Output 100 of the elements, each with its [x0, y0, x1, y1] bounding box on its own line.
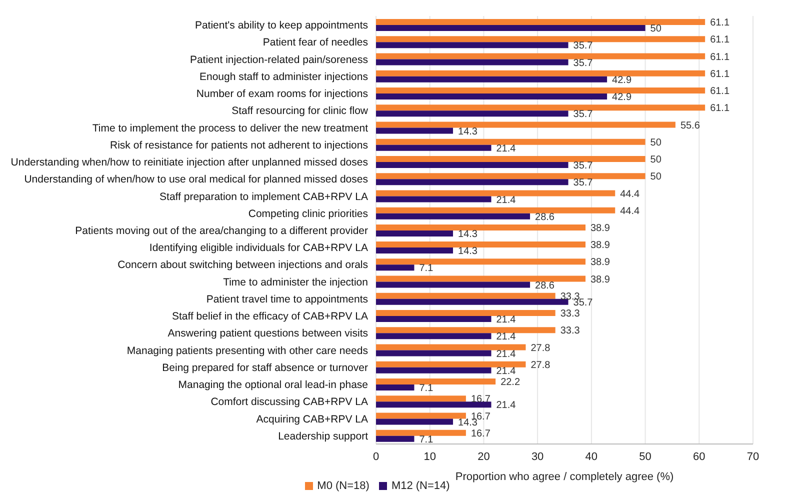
data-label: 61.1: [710, 68, 730, 80]
x-tick-label: 60: [693, 450, 706, 463]
x-tick-label: 30: [531, 450, 544, 463]
bar: [376, 367, 492, 374]
data-label: 27.8: [530, 360, 551, 371]
data-label: 35.7: [573, 58, 594, 69]
bar: [376, 402, 492, 408]
bar: [376, 53, 706, 60]
bar: [376, 76, 608, 82]
bar: [376, 179, 568, 186]
data-label: 21.4: [496, 194, 516, 206]
bar: [376, 70, 706, 76]
y-tick-label: Answering patient questions between visits: [168, 328, 368, 340]
y-tick-label: Patient travel time to appointments: [206, 293, 368, 306]
data-label: 21.4: [496, 348, 516, 360]
data-label: 61.1: [710, 86, 730, 98]
bar: [376, 248, 454, 254]
bar: [376, 384, 414, 391]
y-tick-label: Comfort discussing CAB+RPV LA: [210, 396, 368, 408]
bar: [376, 156, 646, 162]
bar: [376, 19, 706, 25]
data-label: 22.2: [500, 377, 520, 388]
y-tick-label: Patients moving out of the area/changing to a different provider: [75, 225, 368, 237]
bar: [376, 298, 568, 305]
bar: [376, 258, 586, 265]
bar: [376, 93, 608, 100]
bar: [376, 42, 568, 48]
data-label: 28.6: [535, 212, 555, 223]
bar: [376, 350, 492, 356]
y-tick-label: Risk of resistance for patients not adherent to injections: [110, 139, 368, 152]
bar: [376, 128, 454, 134]
bar: [376, 412, 466, 419]
data-label: 61.1: [710, 18, 730, 29]
bar: [376, 144, 492, 151]
data-label: 7.1: [419, 434, 434, 446]
bar: [376, 224, 586, 230]
data-label: 61.1: [710, 103, 730, 114]
data-label: 50: [650, 24, 662, 35]
data-label: 21.4: [496, 143, 516, 154]
bar: [376, 316, 492, 322]
data-label: 50: [650, 172, 662, 183]
data-label: 44.4: [620, 206, 640, 217]
data-label: 21.4: [496, 332, 516, 343]
data-label: 21.4: [496, 366, 516, 377]
x-tick-label: 10: [424, 450, 436, 463]
y-tick-label: Staff belief in the efficacy of CAB+RPV LA: [172, 310, 368, 323]
data-label: 21.4: [496, 400, 516, 412]
data-label: 50: [650, 137, 662, 148]
x-tick-label: 40: [585, 450, 598, 463]
bar: [376, 230, 454, 236]
y-tick-label: Identifying eligible individuals for CAB+RPV LA: [149, 242, 368, 254]
y-tick-label: Understanding when/how to reinitiate injection after unplanned missed doses: [10, 156, 368, 169]
bar: [376, 173, 646, 180]
y-tick-label: Patient injection-related pain/soreness: [190, 54, 368, 66]
data-label: 28.6: [535, 280, 555, 292]
bar: [376, 104, 706, 111]
data-label: 38.9: [590, 222, 610, 234]
data-label: 21.4: [496, 314, 516, 326]
bar: [376, 213, 530, 220]
y-tick-label: Patient's ability to keep appointments: [194, 20, 368, 32]
bar: [376, 25, 646, 31]
bar: [376, 59, 568, 66]
data-label: 35.7: [573, 178, 594, 189]
bar: [376, 378, 496, 385]
data-label: 50: [650, 154, 662, 166]
data-label: 27.8: [530, 342, 551, 354]
bar: [376, 292, 556, 299]
data-label: 38.9: [590, 274, 610, 286]
data-label: 61.1: [710, 52, 730, 63]
bar: [376, 110, 568, 117]
y-tick-label: Enough staff to administer injections: [200, 70, 368, 83]
x-tick-label: 50: [639, 450, 652, 463]
data-label: 35.7: [573, 109, 594, 120]
data-label: 7.1: [419, 383, 434, 394]
data-label: 16.7: [470, 428, 491, 440]
bar: [376, 207, 616, 214]
bar: [376, 87, 706, 94]
data-label: 33.3: [560, 308, 580, 320]
y-tick-label: Understanding of when/how to use oral medical for planned missed doses: [24, 174, 368, 186]
y-tick-label: Competing clinic priorities: [248, 208, 368, 220]
bar: [376, 276, 586, 282]
data-label: 33.3: [560, 326, 580, 337]
bar: [376, 282, 530, 288]
bar: [376, 122, 676, 128]
y-tick-label: Concern about switching between injections and orals: [118, 259, 368, 272]
y-tick-label: Staff preparation to implement CAB+RPV LA: [160, 190, 368, 203]
data-label: 42.9: [612, 74, 632, 86]
data-label: 35.7: [573, 40, 594, 52]
data-label: 35.7: [573, 160, 594, 172]
y-tick-label: Managing the optional oral lead-in phase: [178, 379, 368, 392]
bar: [376, 36, 706, 42]
data-label: 38.9: [590, 257, 610, 268]
data-label: 14.3: [458, 126, 478, 138]
bar: [376, 396, 466, 402]
y-tick-label: Acquiring CAB+RPV LA: [256, 413, 368, 426]
data-label: 42.9: [612, 92, 632, 104]
bar: [376, 436, 414, 442]
data-label: 61.1: [710, 34, 730, 46]
y-tick-label: Time to implement the process to deliver the new treatment: [92, 122, 368, 134]
bar: [376, 138, 646, 145]
